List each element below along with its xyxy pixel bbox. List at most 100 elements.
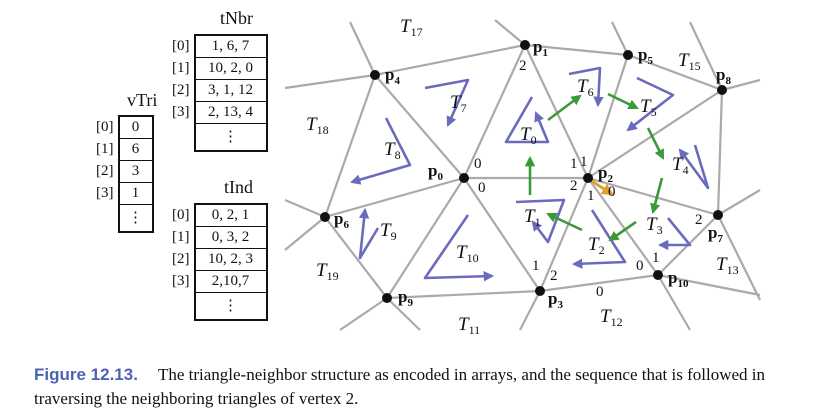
tnbr-array: [0] 1, 6, 7 [1] 10, 2, 0 [2] 3, 1, 12 [3] 2,… (172, 34, 268, 152)
corner-index: 0 (474, 156, 482, 172)
mesh-edge (716, 89, 724, 216)
mesh-edge (587, 89, 723, 179)
vertex-label-p4: p4 (385, 65, 400, 87)
mesh-edge (386, 177, 465, 299)
traversal-arrow (546, 212, 583, 232)
corner-index: 0 (608, 184, 616, 200)
vertex-dot-p0 (459, 173, 469, 183)
vertex-label-p8: p8 (716, 65, 731, 87)
traversal-arrows (524, 92, 665, 242)
array-row: [1] 6 (96, 138, 154, 161)
caption-text: The triangle-neighbor structure as encod… (34, 365, 765, 408)
traversal-arrow (547, 94, 582, 122)
triangle-label-t13: T13 (716, 254, 739, 277)
mesh-edge (386, 289, 541, 300)
corner-index: 2 (550, 268, 558, 284)
triangle-label-t4: T4 (672, 154, 689, 177)
array-cell: 0, 2, 1 (193, 203, 268, 227)
winding-arrow-t7 (424, 78, 470, 127)
triangle-label-t5: T5 (640, 96, 657, 119)
triangle-label-t11: T11 (458, 314, 480, 337)
mesh-edge (284, 216, 326, 251)
mesh-edge (721, 78, 761, 92)
array-index: [0] (172, 206, 190, 223)
array-index: [0] (96, 118, 114, 135)
winding-arrow-t6 (568, 66, 604, 108)
vertex-label-p3: p3 (548, 289, 563, 311)
corner-index: 0 (596, 284, 604, 300)
mesh-edge (689, 21, 723, 91)
corner-index: 1 (652, 250, 660, 266)
array-index: [2] (96, 163, 114, 179)
triangle-label-t1: T1 (524, 206, 541, 229)
array-row: [2] 3, 1, 12 (172, 79, 268, 102)
vtri-array: [0] 0 [1] 6 [2] 3 [3] 1 ⋮ (96, 115, 154, 233)
vertex-label-p6: p6 (334, 209, 349, 231)
array-row: [2] 3 (96, 160, 154, 183)
array-row: ⋮ (172, 123, 268, 152)
vertex-label-p5: p5 (638, 45, 653, 67)
corner-index: 2 (570, 178, 578, 194)
winding-arrow-t5 (626, 76, 675, 132)
vertex-dot-p3 (535, 286, 545, 296)
triangle-label-t3: T3 (646, 214, 663, 237)
start-arrow (589, 178, 615, 196)
vertex-dot-p9 (382, 293, 392, 303)
array-cell: ⋮ (117, 204, 154, 233)
array-cell: 2,10,7 (193, 270, 268, 293)
array-index: [0] (172, 37, 190, 54)
triangle-label-t12: T12 (600, 306, 623, 329)
array-row: [3] 1 (96, 182, 154, 205)
array-row: [1] 0, 3, 2 (172, 226, 268, 249)
mesh-edge (494, 19, 526, 46)
array-row: [0] 0 (96, 115, 154, 139)
vertex-dot-p7 (713, 210, 723, 220)
array-cell: 3, 1, 12 (193, 79, 268, 102)
array-cell: 2, 13, 4 (193, 101, 268, 124)
mesh-edge (524, 43, 629, 57)
mesh-edges (284, 19, 761, 331)
mesh-edge (349, 21, 376, 76)
winding-arrow-t8 (350, 117, 412, 185)
mesh-edge (323, 74, 377, 218)
mesh-edge (324, 176, 465, 219)
triangle-label-t15: T15 (678, 50, 701, 73)
figure-number: Figure 12.13. (34, 365, 138, 384)
mesh-edge (374, 43, 526, 77)
vertex-dot-p10 (653, 270, 663, 280)
triangle-label-t8: T8 (384, 139, 401, 162)
mesh-edge (374, 74, 465, 179)
vertex-label-p7: p7 (708, 223, 723, 245)
triangle-label-t0: T0 (520, 124, 537, 147)
corner-index: 2 (519, 58, 527, 74)
vertex-label-p1: p1 (533, 37, 548, 59)
array-index: [3] (172, 104, 190, 120)
array-row: [3] 2, 13, 4 (172, 101, 268, 124)
corner-index: 0 (636, 258, 644, 274)
triangle-mesh-diagram: p0 p1 p2 p3 p4 p5 p6 p7 p8 p9 p10 T0 T1 … (284, 16, 761, 337)
triangle-label-t2: T2 (588, 234, 605, 257)
array-index: [1] (96, 141, 114, 157)
array-row: [3] 2,10,7 (172, 270, 268, 293)
array-cell: 10, 2, 3 (193, 248, 268, 271)
array-index: [2] (172, 251, 190, 267)
mesh-edge (611, 21, 629, 56)
array-index: [1] (172, 60, 190, 76)
triangle-label-t19: T19 (316, 260, 339, 283)
traversal-arrow (608, 220, 637, 242)
triangle-label-t18: T18 (306, 114, 329, 137)
vertex-dot-p2 (583, 173, 593, 183)
mesh-edge (717, 189, 761, 216)
tind-array: [0] 0, 2, 1 [1] 0, 3, 2 [2] 10, 2, 3 [3] 2,1… (172, 203, 268, 321)
winding-arrow-t3 (657, 217, 692, 251)
mesh-edge (657, 274, 691, 331)
corner-index: 1 (580, 154, 588, 170)
mesh-edge (539, 273, 659, 293)
mesh-edge (524, 44, 589, 179)
mesh-edge (586, 54, 630, 179)
vertex-label-p10: p10 (668, 268, 689, 290)
vertex-dot-p4 (370, 70, 380, 80)
winding-arrows (350, 66, 710, 282)
tind-label: tInd (224, 177, 253, 197)
vtri-label: vTri (127, 90, 158, 110)
